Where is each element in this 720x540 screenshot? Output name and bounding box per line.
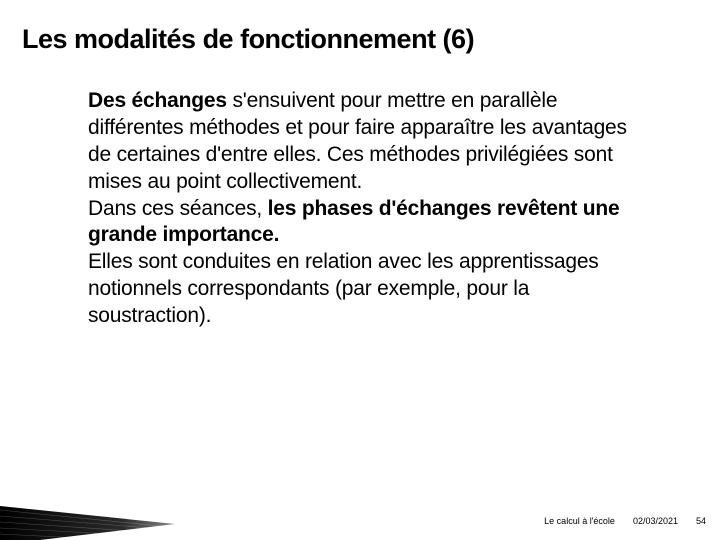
paragraph-3: Elles sont conduites en relation avec le… — [88, 249, 643, 330]
footer-label: Le calcul à l'école — [544, 516, 615, 526]
paragraph-1: Des échanges s'ensuivent pour mettre en … — [88, 88, 643, 196]
corner-accent-icon — [0, 498, 180, 540]
slide-title: Les modalités de fonctionnement (6) — [22, 24, 474, 55]
footer: Le calcul à l'école 02/03/2021 54 — [544, 516, 706, 526]
p1-bold: Des échanges — [88, 89, 227, 112]
p2-pre: Dans ces séances, — [88, 197, 268, 220]
footer-date: 02/03/2021 — [633, 516, 678, 526]
page-number: 54 — [696, 516, 706, 526]
body-text: Des échanges s'ensuivent pour mettre en … — [88, 88, 643, 330]
paragraph-2: Dans ces séances, les phases d'échanges … — [88, 196, 643, 250]
